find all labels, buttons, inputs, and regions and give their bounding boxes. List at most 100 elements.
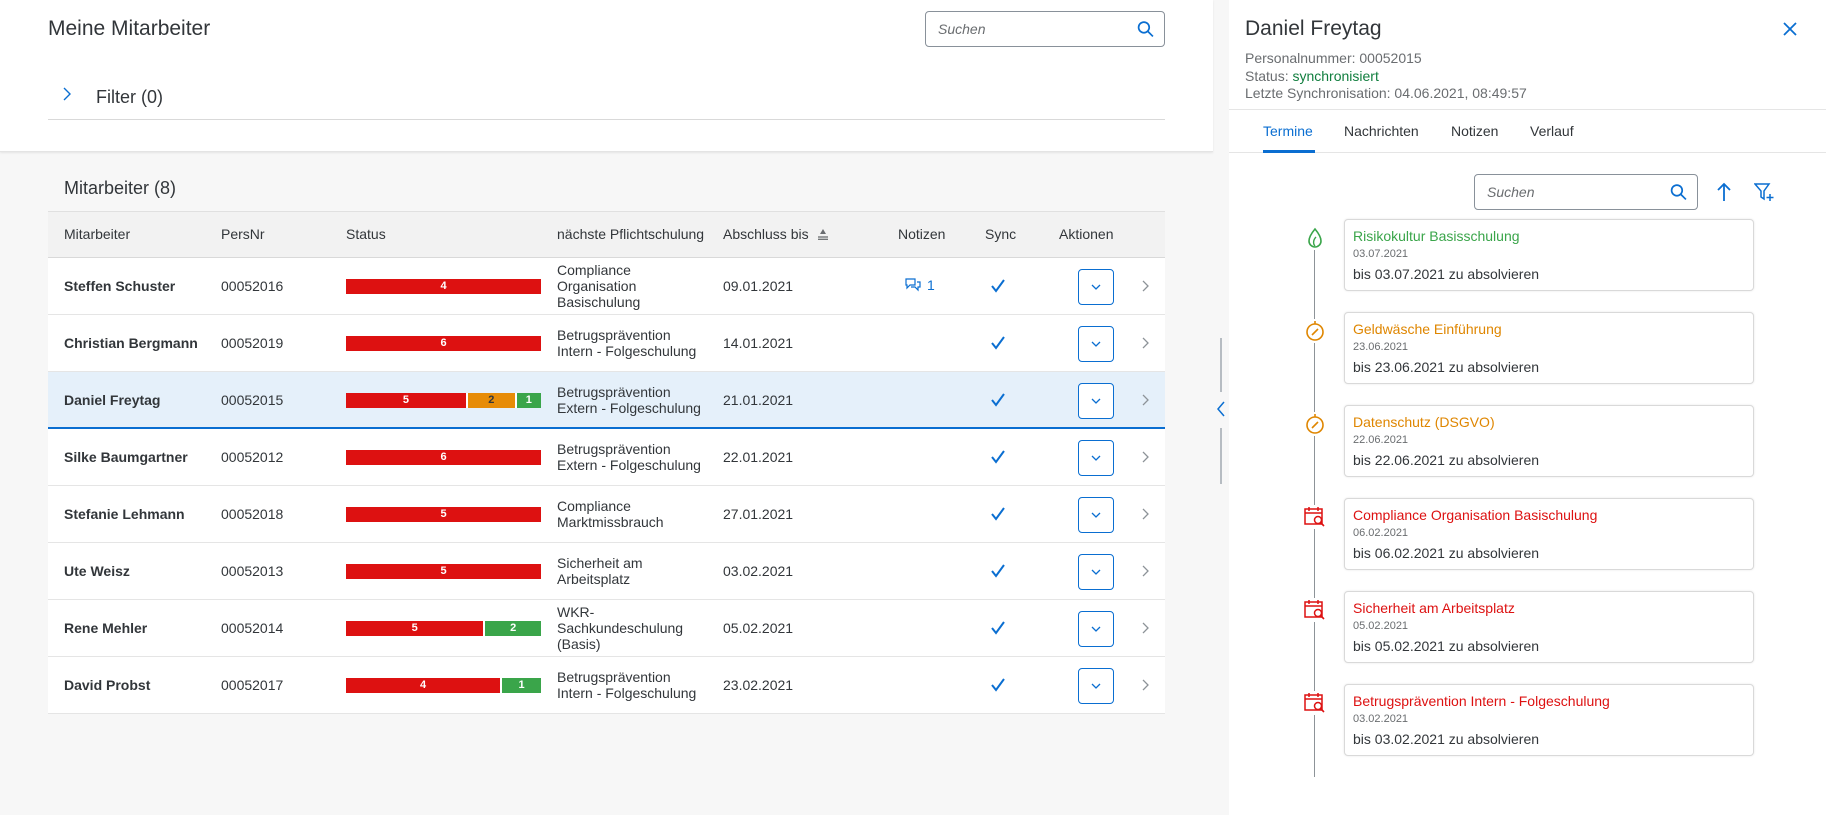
search-field[interactable] (925, 11, 1165, 47)
personnel-number-label: Personalnummer: (1245, 50, 1356, 66)
list-header: Meine Mitarbeiter Filter (0) (0, 0, 1213, 152)
timeline-card[interactable]: Betrugsprävention Intern - Folgeschulung… (1344, 684, 1754, 756)
timeline-card-title[interactable]: Datenschutz (DSGVO) (1353, 414, 1495, 430)
timeline-card-title[interactable]: Risikokultur Basisschulung (1353, 228, 1520, 244)
next-course: Betrugsprävention Extern - Folgeschulung (557, 441, 701, 473)
status-segment-orange: 2 (467, 393, 517, 408)
column-header-actions[interactable]: Aktionen (1059, 226, 1114, 242)
status-segment-red: 4 (346, 279, 541, 294)
next-course: Betrugsprävention Extern - Folgeschulung (557, 383, 701, 416)
tab-nachrichten[interactable]: Nachrichten (1344, 123, 1419, 139)
timeline-card[interactable]: Sicherheit am Arbeitsplatz 05.02.2021 bis … (1344, 591, 1754, 663)
close-icon[interactable] (1781, 20, 1799, 38)
status-segment-red: 4 (346, 678, 502, 693)
sort-ascending-icon (818, 229, 828, 240)
tab-notizen[interactable]: Notizen (1451, 123, 1499, 139)
filter-label[interactable]: Filter (0) (96, 87, 163, 107)
next-course: Sicherheit am Arbeitsplatz (557, 555, 643, 587)
navigation-chevron-icon[interactable] (1139, 508, 1151, 520)
navigation-chevron-icon[interactable] (1139, 280, 1151, 292)
employee-name: Rene Mehler (64, 620, 148, 636)
search-input[interactable] (926, 12, 1164, 46)
personnel-number: 00052016 (221, 278, 284, 294)
timeline-card-date: 03.07.2021 (1353, 248, 1409, 260)
table-row[interactable]: Christian Bergmann 00052019 6 Betrugspräven… (48, 315, 1165, 372)
status-segment-red: 5 (346, 393, 468, 408)
timeline-card[interactable]: Datenschutz (DSGVO) 22.06.2021 bis 22.06.2… (1344, 405, 1754, 477)
chevron-right-icon[interactable] (60, 87, 74, 101)
table-row[interactable]: Stefanie Lehmann 00052018 5 Compliance Mark… (48, 486, 1165, 543)
splitter-bar[interactable] (1220, 428, 1222, 484)
leaf-icon (1303, 226, 1327, 250)
column-header-employee[interactable]: Mitarbeiter (64, 226, 131, 242)
status-bar: 5 (346, 564, 541, 579)
table-row[interactable]: Silke Baumgartner 00052012 6 Betrugsprävent… (48, 429, 1165, 486)
actions-menu-button[interactable] (1078, 383, 1114, 419)
actions-menu-button[interactable] (1078, 554, 1114, 590)
detail-search-input[interactable] (1475, 175, 1697, 209)
sync-status-label: Status: (1245, 68, 1289, 84)
navigation-chevron-icon[interactable] (1139, 394, 1151, 406)
navigation-chevron-icon[interactable] (1139, 679, 1151, 691)
table-row[interactable]: Rene Mehler 00052014 5 2 WKR-Sachkundeschulu… (48, 600, 1165, 657)
personnel-number: 00052019 (221, 335, 284, 351)
status-segment-red: 5 (346, 507, 541, 522)
column-header-status[interactable]: Status (346, 226, 386, 242)
actions-menu-button[interactable] (1078, 668, 1114, 704)
navigation-chevron-icon[interactable] (1139, 451, 1151, 463)
timeline-card-title[interactable]: Compliance Organisation Basischulung (1353, 507, 1598, 523)
personnel-number: 00052013 (221, 563, 284, 579)
timeline-card-title[interactable]: Betrugsprävention Intern - Folgeschulung (1353, 693, 1610, 709)
status-bar: 4 (346, 279, 541, 294)
timeline-card[interactable]: Compliance Organisation Basischulung 06.0… (1344, 498, 1754, 570)
due-date: 14.01.2021 (723, 335, 794, 351)
column-header-pers[interactable]: PersNr (221, 226, 265, 242)
comment-icon[interactable] (905, 278, 921, 292)
column-header-date[interactable]: Abschluss bis (723, 226, 828, 242)
filter-icon[interactable] (1754, 182, 1774, 202)
tab-verlauf[interactable]: Verlauf (1530, 123, 1574, 139)
actions-menu-button[interactable] (1078, 326, 1114, 362)
search-icon[interactable] (1137, 21, 1154, 38)
navigation-chevron-icon[interactable] (1139, 337, 1151, 349)
timeline-card-due: bis 06.02.2021 zu absolvieren (1353, 545, 1540, 561)
navigation-chevron-icon[interactable] (1139, 622, 1151, 634)
filter-bar[interactable]: Filter (0) (48, 78, 1165, 120)
compass-icon (1303, 319, 1327, 343)
tab-termine[interactable]: Termine (1263, 123, 1313, 139)
actions-menu-button[interactable] (1078, 269, 1114, 305)
splitter-bar[interactable] (1220, 338, 1222, 392)
detail-search-field[interactable] (1474, 174, 1698, 210)
actions-menu-button[interactable] (1078, 497, 1114, 533)
actions-menu-button[interactable] (1078, 611, 1114, 647)
navigation-chevron-icon[interactable] (1139, 565, 1151, 577)
column-header-course[interactable]: nächste Pflichtschulung (557, 226, 705, 242)
table-row[interactable]: Steffen Schuster 00052016 4 Compliance Orga… (48, 258, 1165, 315)
notes-link[interactable]: 1 (905, 277, 935, 293)
table-row[interactable]: Ute Weisz 00052013 5 Sicherheit am Arbeitsp… (48, 543, 1165, 600)
chevron-down-icon (1091, 398, 1101, 404)
column-header-sync[interactable]: Sync (985, 226, 1017, 242)
timeline-card-title[interactable]: Sicherheit am Arbeitsplatz (1353, 600, 1515, 616)
chevron-down-icon (1091, 284, 1101, 290)
collapse-left-icon[interactable] (1214, 400, 1228, 418)
actions-menu-button[interactable] (1078, 440, 1114, 476)
table-row[interactable]: David Probst 00052017 4 1 Betrugsprävention … (48, 657, 1165, 714)
timeline-card-date: 06.02.2021 (1353, 527, 1409, 539)
checkmark-icon (991, 336, 1005, 350)
timeline-card-due: bis 22.06.2021 zu absolvieren (1353, 452, 1540, 468)
sync-status: Status: synchronisiert (1245, 68, 1379, 84)
personnel-number: Personalnummer: 00052015 (1245, 50, 1422, 66)
timeline-card-title[interactable]: Geldwäsche Einführung (1353, 321, 1502, 337)
column-header-notes[interactable]: Notizen (898, 226, 946, 242)
next-course: Compliance Organisation Basischulung (557, 262, 641, 310)
due-date: 23.02.2021 (723, 677, 794, 693)
search-icon[interactable] (1670, 184, 1687, 201)
sort-up-icon[interactable] (1714, 181, 1734, 203)
timeline-card[interactable]: Geldwäsche Einführung 23.06.2021 bis 23.06… (1344, 312, 1754, 384)
table-row[interactable]: Daniel Freytag 00052015 5 2 1 Betrugspräventi… (48, 372, 1165, 429)
notes-count[interactable]: 1 (927, 277, 935, 293)
timeline-card[interactable]: Risikokultur Basisschulung 03.07.2021 bis … (1344, 219, 1754, 291)
